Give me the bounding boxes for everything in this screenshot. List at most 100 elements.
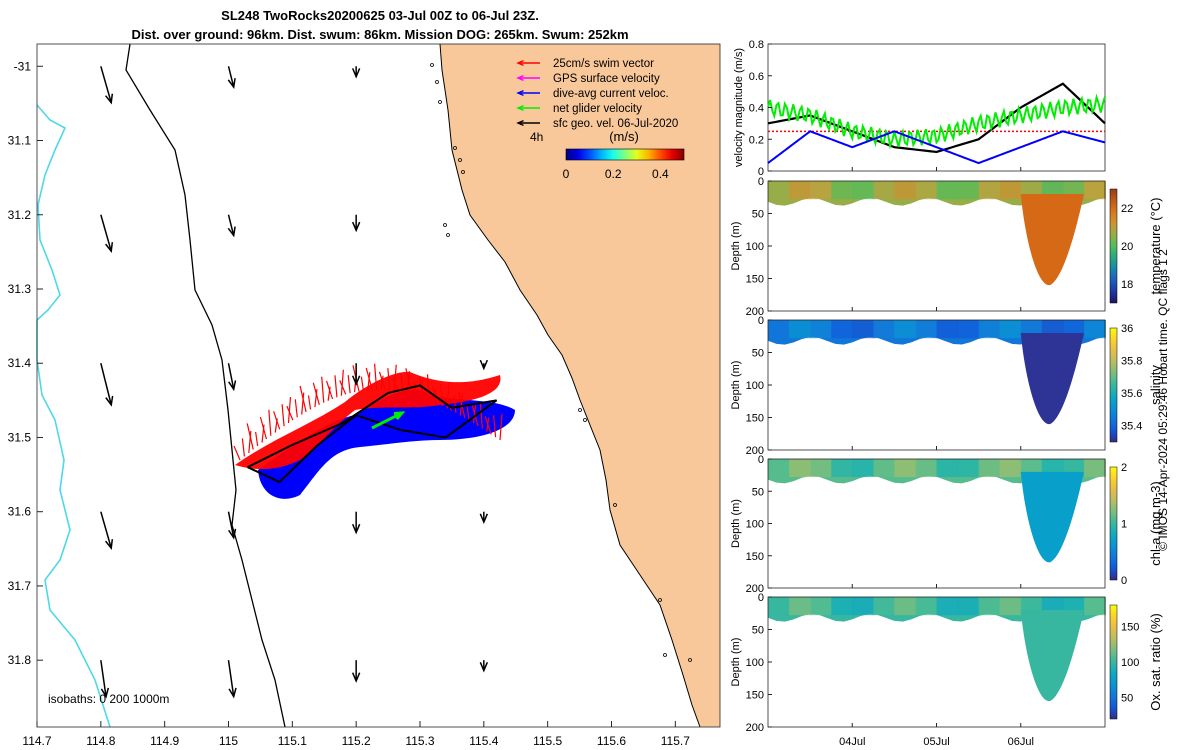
section-surface-patch [957,459,980,478]
swim-vector-whisker [259,416,268,440]
section-deep-plume [1020,333,1084,425]
arrow-head [100,687,110,699]
section-surface-patch [915,320,938,339]
swim-vector-whisker [393,364,397,391]
arrow-head [351,672,361,683]
section-colorbar [1109,466,1118,581]
y-tick-label: 31.2 [8,208,32,222]
swim-vector-whisker [233,445,241,461]
colorbar-tick-label: 50 [1121,693,1133,705]
chart-subtitle: Dist. over ground: 96km. Dist. swum: 86k… [131,27,629,42]
swim-vector-whisker [268,409,272,436]
legend-label: dive-avg current veloc. [553,88,669,100]
legend-label: sfc geo. vel. 06-Jul-2020 [553,118,678,130]
arrow-head [105,93,114,105]
section-surface-patch [873,181,896,200]
y-tick-label: 100 [746,380,764,392]
arrow-head [105,539,114,550]
x-tick-label: 115.4 [469,734,498,748]
legend-arrow [516,105,540,111]
colorbar-tick-label: 1 [1121,519,1127,531]
swim-vector-whisker [246,423,254,450]
isobath-label: isobaths: 0 200 1000m [48,692,169,706]
section-deep-plume [1020,194,1084,286]
section-surface-patch [957,597,980,616]
swim-vector-whisker [466,406,470,421]
section-surface-patch [810,320,833,339]
x-tick-label: 115.3 [405,734,434,748]
x-tick-label: 115.6 [597,734,626,748]
colorbar-tick-label: 22 [1121,203,1133,215]
section-surface-patch [1083,181,1106,200]
y-tick-label: 31.1 [8,134,32,148]
colorbar-variable-label: Ox. sat. ratio (%) [1148,613,1163,711]
section-surface-patch [894,459,917,478]
date-tick-label: 06Jul [1008,736,1034,748]
geo-velocity-vector [100,214,114,254]
section-surface-patch [915,181,938,200]
geo-velocity-vector [100,66,114,105]
section-surface-patch [768,320,791,339]
swim-vector-whisker [273,411,281,430]
section-surface-patch [852,181,875,200]
section-surface-patch [789,320,812,339]
island-marker [658,598,662,602]
geo-velocity-vector [479,660,489,673]
arrow-shaft [227,363,235,390]
arrow-head [228,380,237,392]
island-marker [461,170,465,174]
geo-velocity-vector [479,511,489,525]
section-surface-patch [999,597,1022,616]
arrow-head [351,68,361,79]
y-tick-label: 31.4 [8,356,32,370]
glider-track [247,384,498,484]
colorbar-variable-label: temperature (°C) [1148,198,1163,295]
section-surface-patch [810,459,833,478]
coastline [439,43,701,728]
section-surface-patch [852,320,875,339]
swim-vector-whisker [339,380,347,395]
arrow-shaft [100,66,112,103]
arrow-head [516,105,524,111]
swim-vector-whisker [281,404,285,427]
section-colorbar [1109,188,1118,304]
geo-velocity-vector [100,660,110,699]
y-tick-label: 0 [758,166,764,178]
swim-vector-whisker [365,367,373,391]
swim-vector-whisker [492,415,497,438]
geo-velocity-vector [100,511,114,550]
section-surface-patch [873,320,896,339]
arrow-shaft [371,411,403,430]
section-surface-patch [999,181,1022,200]
swim-vector-whisker [299,385,307,413]
y-tick-label: 0.2 [749,134,764,146]
y-tick-label: 100 [746,241,764,253]
y-tick-label: 0 [758,176,764,188]
section-deep-plume [1020,610,1084,702]
arrow-shaft [227,66,235,88]
section-surface-patch [999,320,1022,339]
section-surface-patch [936,459,959,478]
colorbar-variable-label: chl-a (mg m-3) [1148,481,1163,566]
y-axis-label: Depth (m) [730,638,742,687]
colorbar-tick-label: 36 [1121,323,1133,335]
section-surface-patch [852,597,875,616]
swim-vector-whisker [286,405,294,421]
arrow-shaft [100,214,112,252]
x-tick-label: 114.8 [86,734,115,748]
y-tick-label: 31.6 [8,505,32,519]
arrow-head [105,242,114,254]
geo-velocity-vector [227,363,237,392]
arrow-head [393,411,406,421]
swim-vector-whisker [321,376,325,403]
section-surface-patch [936,597,959,616]
geo-velocity-vector [227,214,236,238]
colorbar-tick-label: 35.8 [1121,356,1142,368]
island-marker [443,223,447,227]
colorbar-tick-label: 150 [1121,621,1139,633]
swim-vector-whisker [453,394,457,413]
x-tick-label: 115.2 [342,734,371,748]
x-tick-label: 115.5 [533,734,562,748]
velocity-series-line [767,93,1106,150]
section-surface-patch [831,320,854,339]
